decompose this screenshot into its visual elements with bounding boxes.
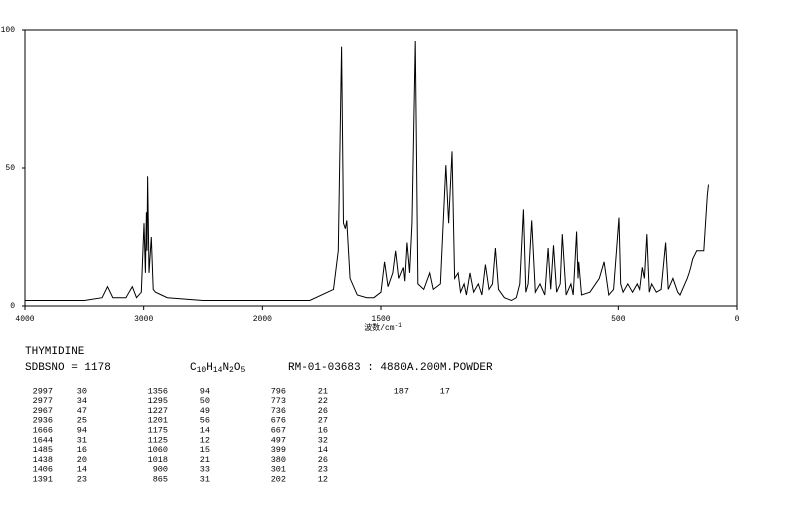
formula-element: C bbox=[190, 362, 197, 374]
peak-intensity: 49 bbox=[200, 406, 210, 416]
formula: C10​H14​N2​O5​ bbox=[190, 362, 245, 375]
spectrum-line bbox=[25, 40, 709, 302]
plot-frame bbox=[24, 29, 738, 307]
peak-wavenumber: 773 bbox=[271, 396, 286, 406]
peak-intensity: 26 bbox=[318, 406, 328, 416]
peak-intensity: 21 bbox=[200, 455, 210, 465]
formula-subscript: 5 bbox=[240, 366, 245, 375]
peak-intensity: 33 bbox=[200, 465, 210, 475]
peak-wavenumber: 2997 bbox=[33, 386, 53, 396]
formula-element: H bbox=[206, 362, 213, 374]
x-axis-label-sup: -1 bbox=[395, 322, 403, 329]
peak-wavenumber: 202 bbox=[271, 474, 286, 484]
formula-subscript: 14 bbox=[213, 366, 223, 375]
peak-intensity: 22 bbox=[318, 396, 328, 406]
peak-intensity: 94 bbox=[77, 425, 87, 435]
peak-wavenumber: 399 bbox=[271, 445, 286, 455]
peak-intensity: 16 bbox=[77, 445, 87, 455]
peak-wavenumber: 667 bbox=[271, 425, 286, 435]
peak-wavenumber: 2967 bbox=[33, 406, 53, 416]
peak-intensity: 12 bbox=[200, 435, 210, 445]
peak-wavenumber: 2936 bbox=[33, 416, 53, 426]
peak-wavenumber: 301 bbox=[271, 465, 286, 475]
peak-intensity: 50 bbox=[200, 396, 210, 406]
peak-intensity: 16 bbox=[318, 425, 328, 435]
peak-wavenumber: 1060 bbox=[148, 445, 168, 455]
peak-wavenumber: 2977 bbox=[33, 396, 53, 406]
x-tick-label: 1500 bbox=[371, 315, 390, 324]
peak-intensity: 94 bbox=[200, 386, 210, 396]
peak-intensity: 14 bbox=[77, 465, 87, 475]
peak-wavenumber: 1644 bbox=[33, 435, 53, 445]
peak-wavenumber: 1485 bbox=[33, 445, 53, 455]
sample-info: RM-01-03683 : 4880A.200M.POWDER bbox=[288, 362, 493, 374]
peak-wavenumber: 796 bbox=[271, 386, 286, 396]
peak-wavenumber: 736 bbox=[271, 406, 286, 416]
peak-wavenumber: 900 bbox=[153, 465, 168, 475]
formula-subscript: 10 bbox=[197, 366, 207, 375]
peak-intensity: 30 bbox=[77, 386, 87, 396]
x-tick-label: 3000 bbox=[134, 315, 153, 324]
peak-intensity: 34 bbox=[77, 396, 87, 406]
peak-wavenumber: 865 bbox=[153, 474, 168, 484]
peak-wavenumber: 1125 bbox=[148, 435, 168, 445]
formula-element: N bbox=[222, 362, 229, 374]
y-tick-label: 0 bbox=[10, 302, 15, 311]
peak-intensity: 27 bbox=[318, 416, 328, 426]
peak-intensity: 47 bbox=[77, 406, 87, 416]
peak-wavenumber: 1201 bbox=[148, 416, 168, 426]
peak-wavenumber: 497 bbox=[271, 435, 286, 445]
peak-intensity: 20 bbox=[77, 455, 87, 465]
sdbs-number: SDBSNO = 1178 bbox=[25, 362, 111, 374]
y-tick-label: 100 bbox=[1, 26, 16, 35]
peak-wavenumber: 1406 bbox=[33, 465, 53, 475]
peak-intensity: 15 bbox=[200, 445, 210, 455]
peak-wavenumber: 187 bbox=[394, 386, 409, 396]
peak-intensity: 32 bbox=[318, 435, 328, 445]
peak-intensity: 56 bbox=[200, 416, 210, 426]
peak-intensity: 31 bbox=[77, 435, 87, 445]
peak-intensity: 21 bbox=[318, 386, 328, 396]
peak-intensity: 17 bbox=[440, 386, 450, 396]
peak-wavenumber: 1227 bbox=[148, 406, 168, 416]
peak-wavenumber: 676 bbox=[271, 416, 286, 426]
compound-name: THYMIDINE bbox=[25, 346, 85, 358]
y-tick-label: 50 bbox=[5, 164, 15, 173]
peak-intensity: 12 bbox=[318, 474, 328, 484]
peak-wavenumber: 1295 bbox=[148, 396, 168, 406]
peak-intensity: 14 bbox=[318, 445, 328, 455]
x-tick-label: 4000 bbox=[15, 315, 34, 324]
peak-intensity: 23 bbox=[318, 465, 328, 475]
peak-wavenumber: 1666 bbox=[33, 425, 53, 435]
formula-element: O bbox=[234, 362, 241, 374]
formula-subscript: 2 bbox=[229, 366, 234, 375]
peak-intensity: 26 bbox=[318, 455, 328, 465]
peak-wavenumber: 380 bbox=[271, 455, 286, 465]
peak-intensity: 14 bbox=[200, 425, 210, 435]
peak-wavenumber: 1018 bbox=[148, 455, 168, 465]
peak-wavenumber: 1438 bbox=[33, 455, 53, 465]
peak-intensity: 25 bbox=[77, 416, 87, 426]
peak-intensity: 31 bbox=[200, 474, 210, 484]
peak-intensity: 23 bbox=[77, 474, 87, 484]
x-tick-label: 2000 bbox=[253, 315, 272, 324]
x-axis-label: 波数/cm-1 bbox=[364, 322, 402, 334]
x-tick-label: 0 bbox=[735, 315, 740, 324]
peak-wavenumber: 1175 bbox=[148, 425, 168, 435]
peak-wavenumber: 1356 bbox=[148, 386, 168, 396]
x-axis-label-text: 波数/cm bbox=[364, 322, 395, 333]
x-tick-label: 500 bbox=[611, 315, 626, 324]
peak-wavenumber: 1391 bbox=[33, 474, 53, 484]
